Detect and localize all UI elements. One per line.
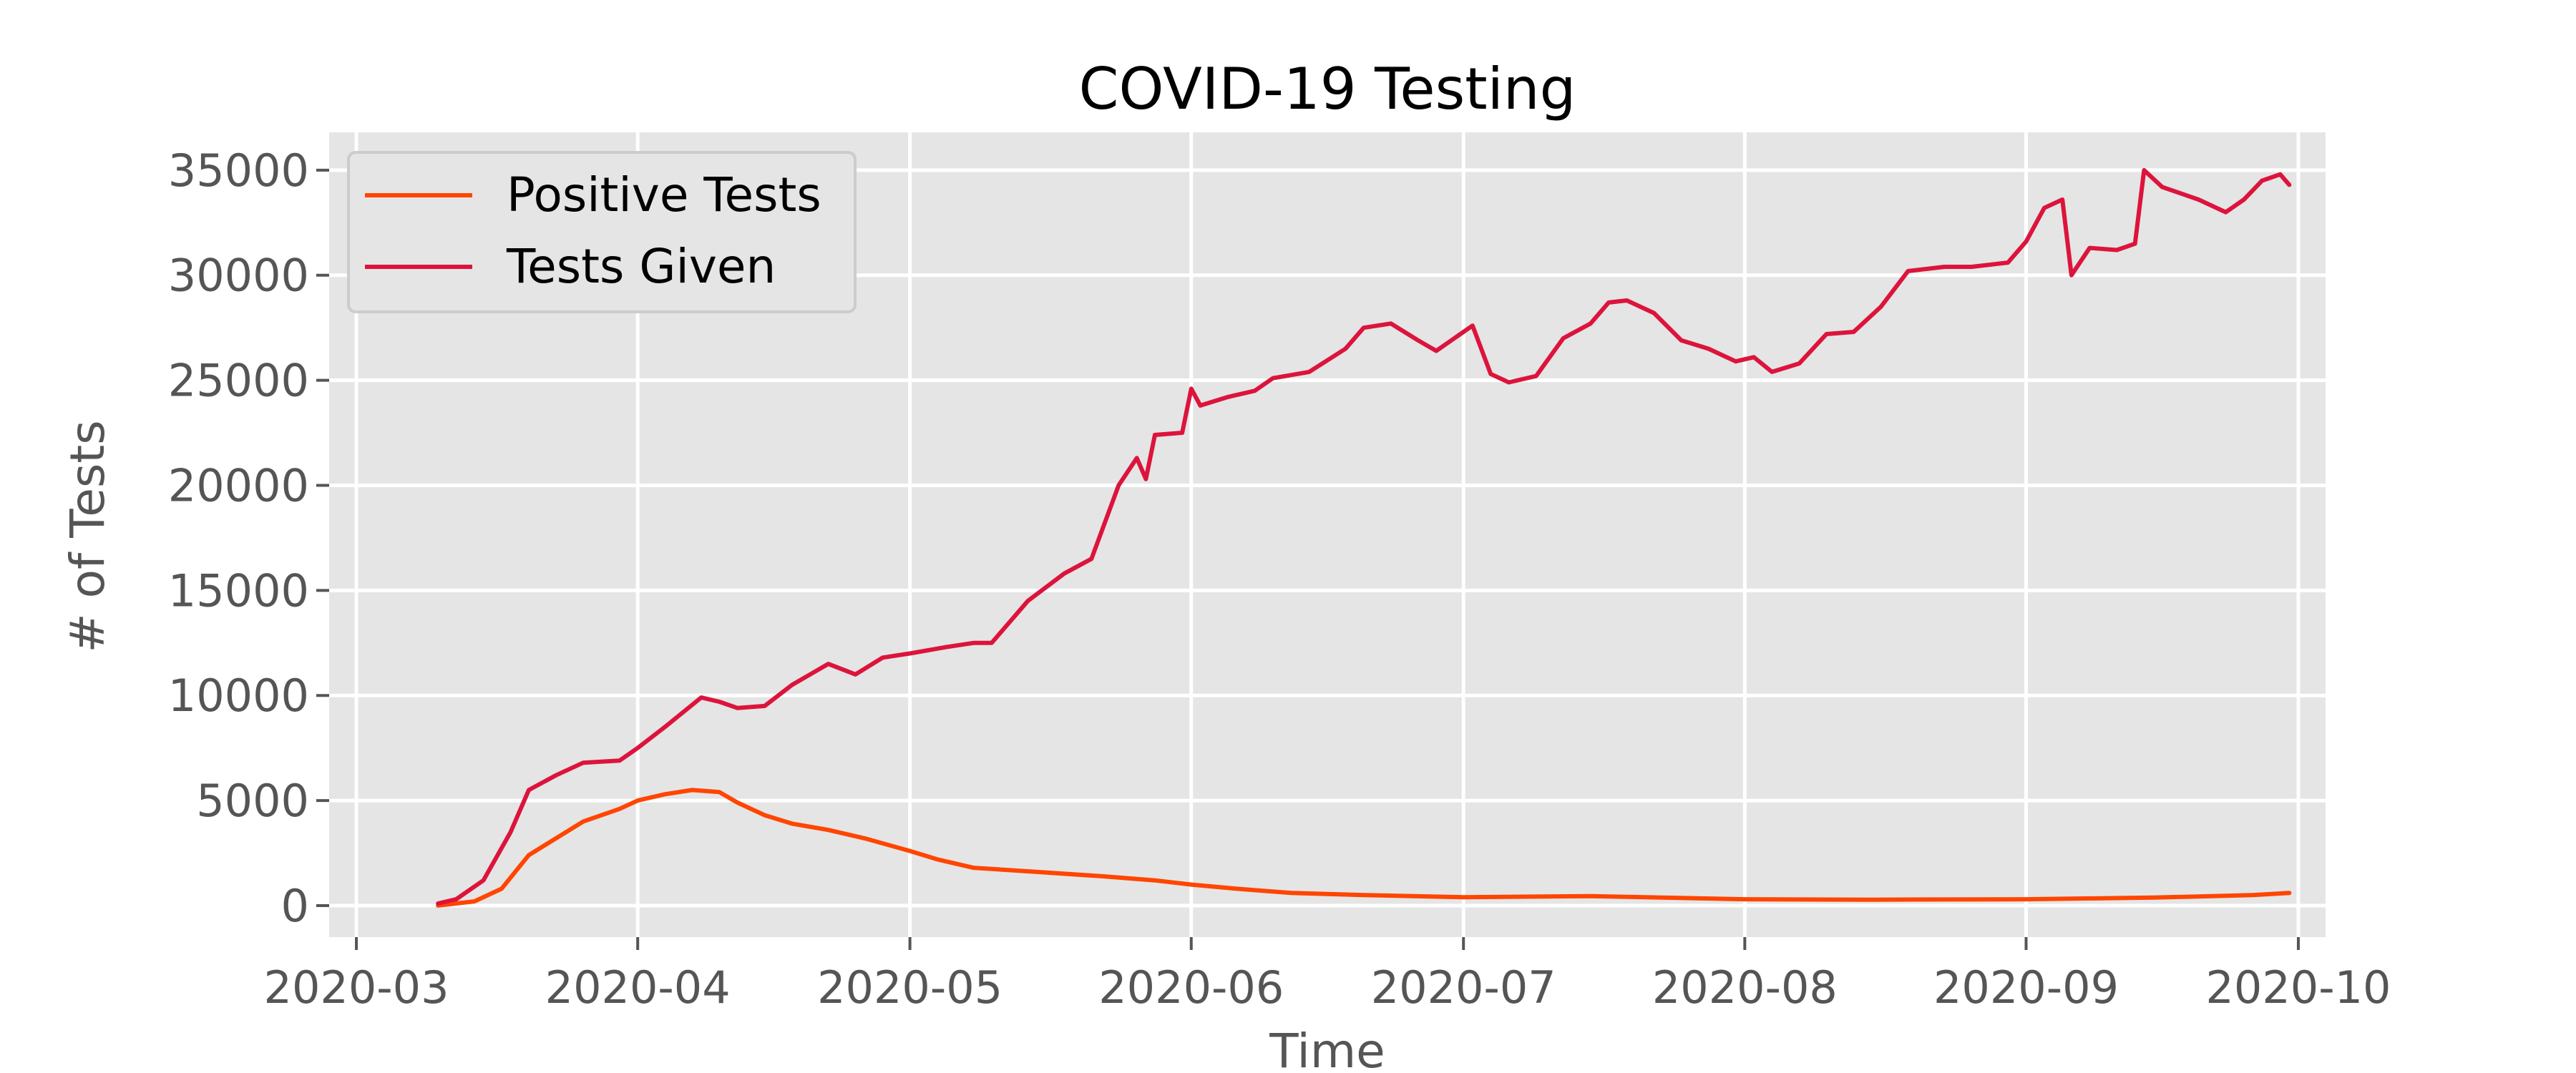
x-tick-label: 2020-07	[1371, 961, 1556, 1014]
x-tick-label: 2020-03	[264, 961, 449, 1014]
chart-title: COVID-19 Testing	[1079, 56, 1576, 122]
series-line-tests-given	[436, 167, 2292, 906]
y-tick-label: 5000	[196, 775, 309, 827]
y-tick-label: 10000	[168, 670, 309, 722]
y-tick-label: 15000	[168, 564, 309, 617]
x-tick-label: 2020-05	[817, 961, 1002, 1014]
y-axis-label: # of Tests	[60, 420, 115, 652]
y-tick-label: 20000	[168, 459, 309, 511]
y-tick-label: 0	[281, 880, 309, 932]
ticks: 2020-03 2020-04 2020-05 2020-06 2020-07 2020-…	[168, 144, 2391, 1014]
x-tick-label: 2020-06	[1098, 961, 1284, 1014]
x-axis-label: Time	[1269, 1024, 1385, 1073]
series-line-positive-tests	[436, 788, 2292, 908]
y-tick-label: 25000	[168, 355, 309, 407]
y-tick-label: 30000	[168, 250, 309, 302]
x-tick-label: 2020-04	[545, 961, 731, 1014]
series-layer	[436, 167, 2292, 908]
legend: Positive Tests Tests Given	[347, 151, 857, 313]
legend-box	[347, 151, 857, 313]
legend-label-positive-tests: Positive Tests	[507, 167, 821, 222]
x-tick-label: 2020-09	[1933, 961, 2119, 1014]
x-tick-label: 2020-08	[1652, 961, 1838, 1014]
legend-label-tests-given: Tests Given	[506, 239, 776, 294]
y-tick-label: 35000	[168, 144, 309, 197]
grid	[329, 132, 2326, 937]
x-tick-label: 2020-10	[2205, 961, 2391, 1014]
